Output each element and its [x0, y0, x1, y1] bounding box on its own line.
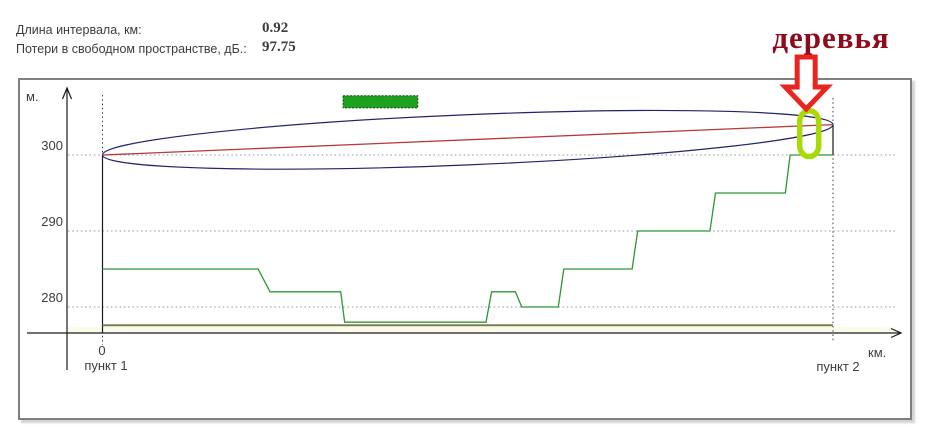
trees-annotation-label: деревья [772, 20, 890, 55]
y-axis-arrow-icon [61, 86, 73, 100]
obstacle-marker [342, 95, 419, 109]
chart-panel [18, 78, 912, 420]
x-axis-arrow-icon [890, 327, 903, 339]
line-of-sight-line [102, 123, 834, 156]
trees-highlight-marker [796, 108, 822, 160]
y-axis-units-label: м. [26, 89, 39, 104]
x-axis-units-label: км. [868, 345, 887, 360]
terrain-profile-line [102, 154, 833, 323]
interval-length-value: 0.92 [262, 20, 289, 36]
y-tick-290: 290 [41, 214, 63, 229]
x-tick-0: 0 [98, 343, 106, 358]
y-tick-280: 280 [41, 290, 63, 305]
site1-label: пункт 1 [84, 358, 128, 373]
lowland-band [68, 326, 895, 332]
free-space-loss-label: Потери в свободном пространстве, дБ.: [16, 42, 247, 56]
down-arrow-icon [779, 54, 834, 113]
site2-label: пункт 2 [816, 359, 860, 374]
interval-length-label: Длина интервала, км: [16, 23, 142, 37]
free-space-loss-value: 97.75 [262, 39, 296, 55]
y-tick-300: 300 [41, 138, 63, 153]
